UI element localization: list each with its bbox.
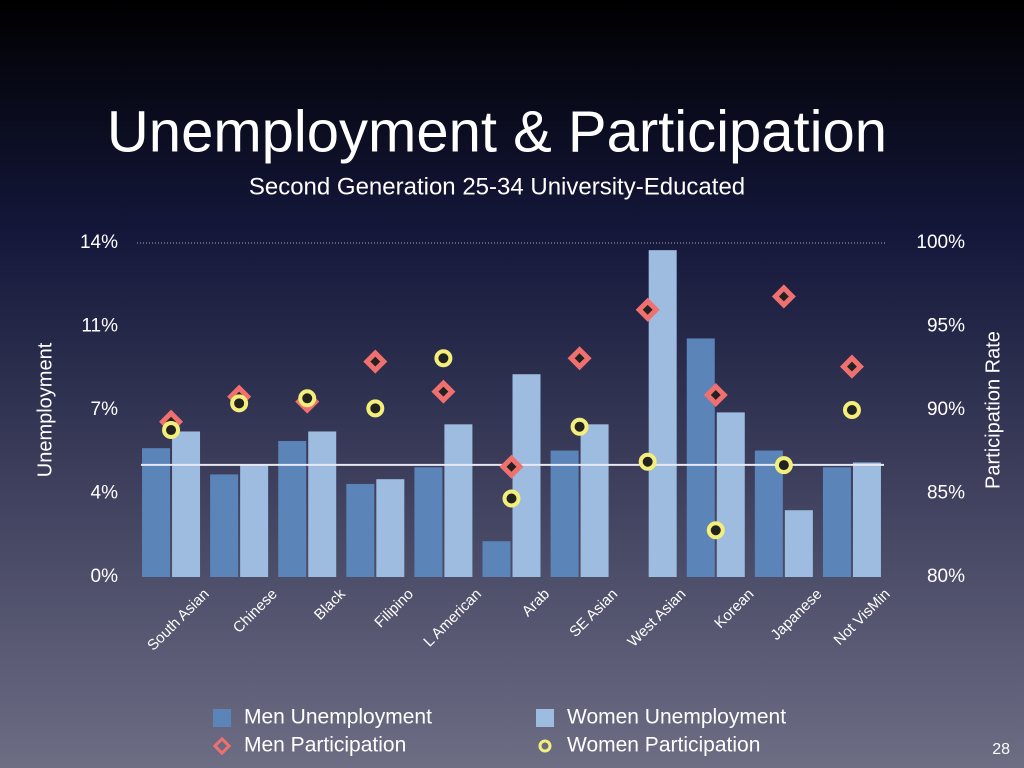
bar xyxy=(142,448,171,577)
y2-tick-label: 95% xyxy=(927,316,965,337)
bar xyxy=(550,450,579,577)
y2-tick-label: 90% xyxy=(927,399,965,420)
bar xyxy=(482,541,511,577)
women-participation-marker xyxy=(842,401,861,419)
y2-tick-label: 100% xyxy=(916,232,965,253)
slide-subtitle: Second Generation 25-34 University-Educa… xyxy=(249,173,745,200)
bar xyxy=(686,338,715,577)
y-tick-label: 4% xyxy=(91,483,119,504)
legend-swatch xyxy=(212,736,232,756)
bar xyxy=(376,479,405,577)
men-participation-marker xyxy=(635,297,660,322)
y-tick-label: 7% xyxy=(91,399,119,420)
women-participation-marker xyxy=(230,394,249,413)
bar xyxy=(210,474,239,577)
bar xyxy=(580,424,609,577)
women-participation-marker xyxy=(570,417,589,436)
y-tick-label: 11% xyxy=(81,316,118,337)
bar xyxy=(346,483,375,577)
legend-label: Men Participation xyxy=(244,734,406,757)
women-participation-marker xyxy=(298,389,317,408)
legend-label: Women Participation xyxy=(567,734,760,757)
women-participation-marker xyxy=(638,452,657,471)
y-tick-label: 14% xyxy=(80,232,118,253)
legend-label: Women Unemployment xyxy=(567,706,786,729)
y2-axis-title: Participation Rate xyxy=(982,331,1004,489)
men-participation-marker xyxy=(363,349,388,374)
bar xyxy=(716,412,745,577)
legend-swatch xyxy=(538,739,552,753)
men-participation-marker xyxy=(771,284,796,309)
slide-title: Unemployment & Participation xyxy=(107,99,887,164)
y-axis-title: Unemployment xyxy=(34,342,56,477)
women-participation-marker xyxy=(366,399,385,418)
page-number: 28 xyxy=(992,741,1010,758)
legend-swatch xyxy=(536,709,554,727)
bar xyxy=(822,467,851,577)
women-participation-marker xyxy=(434,349,453,368)
y2-tick-label: 85% xyxy=(927,483,965,504)
bar xyxy=(784,510,813,577)
bar xyxy=(648,250,677,577)
y2-tick-label: 80% xyxy=(927,566,965,587)
bar xyxy=(414,467,443,577)
women-participation-marker xyxy=(706,521,725,540)
women-participation-marker xyxy=(502,489,521,508)
bar xyxy=(278,441,307,577)
men-participation-marker xyxy=(839,354,864,379)
bar xyxy=(240,464,269,577)
y-tick-label: 0% xyxy=(91,566,119,587)
legend-swatch xyxy=(213,709,231,727)
women-participation-marker xyxy=(774,456,793,475)
men-participation-marker xyxy=(499,454,524,479)
bar xyxy=(512,374,541,577)
bar xyxy=(308,431,337,577)
men-participation-marker xyxy=(703,382,728,407)
legend-label: Men Unemployment xyxy=(244,706,432,729)
men-participation-marker xyxy=(431,379,456,404)
bar xyxy=(172,431,201,577)
bar xyxy=(852,462,881,577)
women-participation-marker xyxy=(162,421,181,440)
men-participation-marker xyxy=(567,346,592,371)
bar xyxy=(444,424,473,577)
